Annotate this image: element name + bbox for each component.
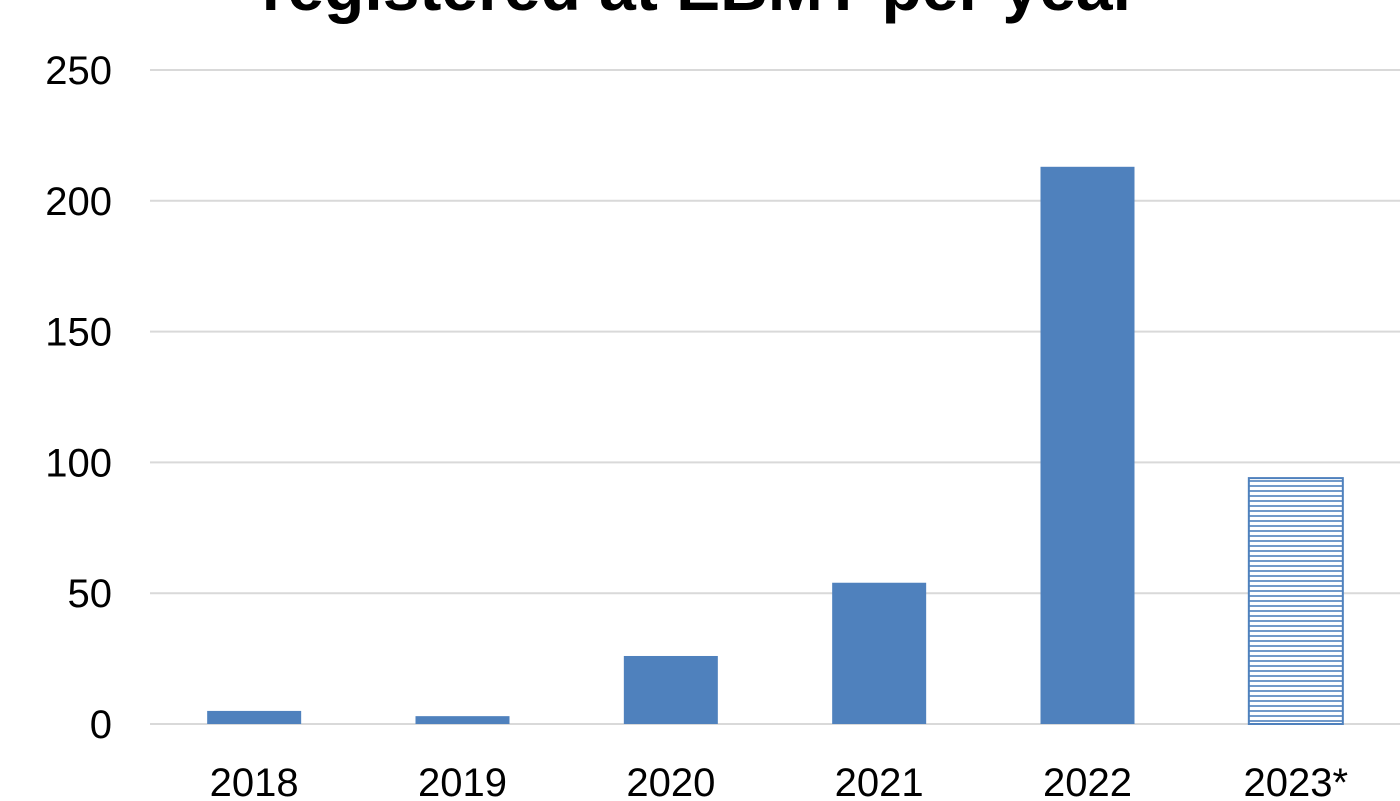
y-tick-label: 0 [90,703,112,747]
bar [832,582,927,724]
bar [207,710,302,724]
y-tick-label: 100 [45,441,112,485]
y-tick-label: 150 [45,311,112,355]
y-tick-label: 200 [45,180,112,224]
y-axis-tick-labels: 0 50 100 150 200 250 [45,49,112,747]
chart-title: registered at EBMT per year [262,0,1139,24]
bar-projected [1247,477,1344,726]
x-tick-label: 2020 [626,761,715,801]
bars [207,166,1344,726]
y-tick-label: 50 [68,572,113,616]
gridlines [150,69,1400,725]
x-tick-label: 2023* [1244,761,1349,801]
x-tick-label: 2018 [210,761,299,801]
x-tick-label: 2021 [835,761,924,801]
bar [415,716,510,724]
bar [1040,166,1135,725]
x-tick-label: 2019 [418,761,507,801]
bar [623,655,718,724]
x-axis-tick-labels: 2018 2019 2020 2021 2022 2023* [210,761,1348,801]
x-tick-label: 2022 [1043,761,1132,801]
y-tick-label: 250 [45,49,112,93]
